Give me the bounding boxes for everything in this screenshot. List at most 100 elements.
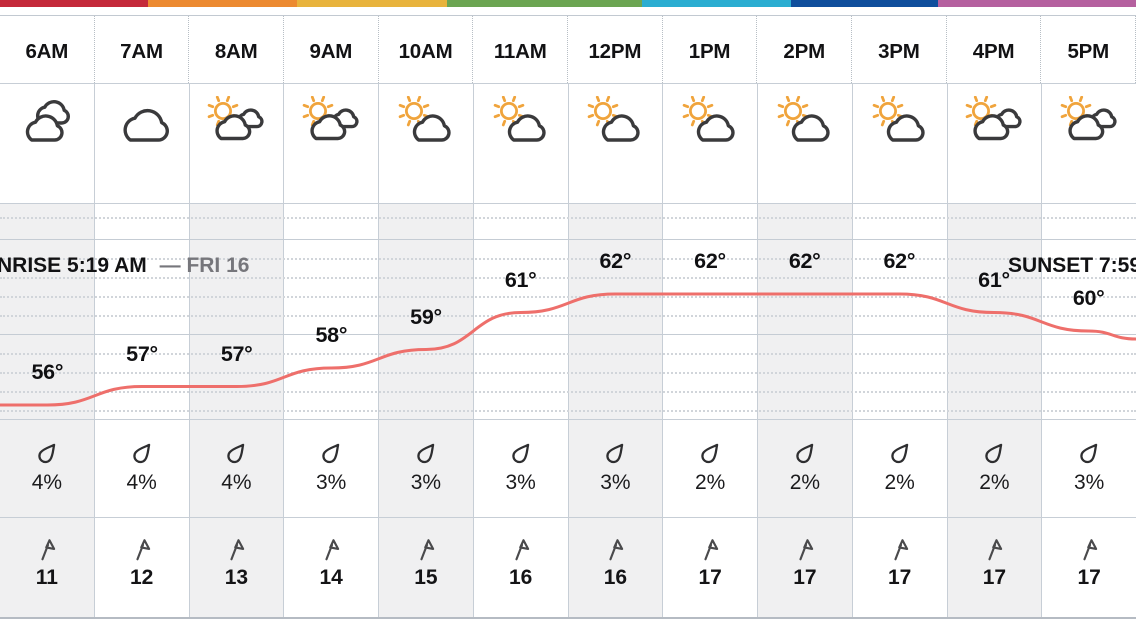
hour-header-2pm[interactable]: 2PM xyxy=(757,16,853,83)
wind-cell-3pm[interactable]: 17 xyxy=(853,518,948,617)
hour-header-7am[interactable]: 7AM xyxy=(95,16,190,83)
hour-header-11am[interactable]: 11AM xyxy=(473,16,569,83)
wind-cell-9am[interactable]: 14 xyxy=(284,518,379,617)
wind-cell-8am[interactable]: 13 xyxy=(189,518,285,617)
sun-behind-clouds-icon xyxy=(1060,96,1117,141)
sunrise-day-label: — FRI 16 xyxy=(159,254,250,277)
precip-cell-12pm[interactable]: 3% xyxy=(568,420,664,517)
precip-cell-4pm[interactable]: 2% xyxy=(947,420,1043,517)
wind-cell-2pm[interactable]: 17 xyxy=(758,518,853,617)
minor-gridline xyxy=(0,372,1136,374)
raindrop-icon xyxy=(322,443,340,464)
wind-cell-5pm[interactable]: 17 xyxy=(1042,518,1136,617)
temp-column-band xyxy=(474,204,569,419)
sunset-time-label: SUNSET 7:59 xyxy=(1007,254,1136,277)
hour-label: 6AM xyxy=(25,39,69,63)
precip-cell-2pm[interactable]: 2% xyxy=(758,420,853,517)
wind-arrow-icon xyxy=(988,539,1003,561)
precip-value: 4% xyxy=(221,471,252,494)
hour-header-6am[interactable]: 6AM xyxy=(0,16,95,83)
precip-cell-5pm[interactable]: 3% xyxy=(1042,420,1136,517)
condition-cell-5pm[interactable] xyxy=(1042,84,1136,203)
hour-header-9am[interactable]: 9AM xyxy=(284,16,379,83)
raindrop-icon xyxy=(417,443,435,464)
precip-cell-9am[interactable]: 3% xyxy=(284,420,379,517)
strip-segment-red xyxy=(0,0,148,7)
wind-speed-value: 17 xyxy=(793,566,817,589)
wind-arrow-icon xyxy=(704,539,719,561)
temp-column-band xyxy=(853,204,948,419)
wind-speed-value: 16 xyxy=(603,566,628,589)
precip-cell-11am[interactable]: 3% xyxy=(474,420,569,517)
sun-behind-clouds-icon xyxy=(966,96,1022,141)
wind-speed-value: 17 xyxy=(698,566,722,589)
wind-speed-value: 12 xyxy=(129,566,154,589)
wind-cell-11am[interactable]: 16 xyxy=(474,518,569,617)
strip-segment-magenta xyxy=(938,0,1136,7)
hour-header-10am[interactable]: 10AM xyxy=(379,16,474,83)
precip-cell-6am[interactable]: 4% xyxy=(0,420,95,517)
sun-behind-cloud-icon xyxy=(682,96,735,142)
minor-gridline xyxy=(0,258,1136,260)
minor-gridline xyxy=(0,391,1136,393)
raindrop-icon xyxy=(796,443,814,464)
hour-header-5pm[interactable]: 5PM xyxy=(1041,16,1136,83)
hour-header-3pm[interactable]: 3PM xyxy=(852,16,947,83)
hour-header-1pm[interactable]: 1PM xyxy=(663,16,758,83)
raindrop-icon xyxy=(227,443,245,464)
raindrop-icon xyxy=(132,443,150,464)
hour-header-row: 6AM 7AM 8AM 9AM 10AM 11AM 12PM 1PM 2PM 3PM 4PM 5PM xyxy=(0,15,1136,83)
sun-behind-cloud-icon xyxy=(588,96,641,142)
precip-cell-7am[interactable]: 4% xyxy=(95,420,190,517)
raindrop-icon xyxy=(890,443,908,464)
hour-header-12pm[interactable]: 12PM xyxy=(568,16,663,83)
minor-gridline xyxy=(0,410,1136,412)
hour-label: 5PM xyxy=(1067,39,1109,63)
precip-value: 3% xyxy=(315,471,347,494)
precip-value: 2% xyxy=(979,471,1010,494)
wind-cell-4pm[interactable]: 17 xyxy=(947,518,1043,617)
wind-speed-value: 11 xyxy=(35,566,58,589)
wind-cell-7am[interactable]: 12 xyxy=(95,518,190,617)
wind-row: 11 12 13 14 15 16 16 17 17 17 17 17 xyxy=(0,517,1136,619)
hour-label: 7AM xyxy=(120,39,163,63)
sun-behind-clouds-icon xyxy=(208,96,264,141)
condition-cell-11am[interactable] xyxy=(474,84,569,203)
precip-value: 3% xyxy=(1073,471,1105,494)
clouds-icon xyxy=(25,99,70,142)
wind-speed-value: 16 xyxy=(508,566,533,589)
minor-gridline xyxy=(0,217,1136,219)
hour-header-8am[interactable]: 8AM xyxy=(189,16,285,83)
precip-cell-1pm[interactable]: 2% xyxy=(663,420,758,517)
condition-cell-8am[interactable] xyxy=(190,84,285,203)
precip-value: 4% xyxy=(126,471,157,494)
wind-cell-12pm[interactable]: 16 xyxy=(568,518,664,617)
hour-label: 4PM xyxy=(972,39,1015,63)
precip-value: 2% xyxy=(694,471,726,494)
condition-cell-12pm[interactable] xyxy=(569,84,664,203)
strip-segment-navy xyxy=(791,0,938,7)
condition-cell-3pm[interactable] xyxy=(853,84,948,203)
raindrop-icon xyxy=(606,443,624,464)
hour-header-4pm[interactable]: 4PM xyxy=(947,16,1042,83)
sun-behind-cloud-icon xyxy=(493,96,546,142)
condition-cell-1pm[interactable] xyxy=(663,84,758,203)
condition-cell-6am[interactable] xyxy=(0,84,95,203)
condition-cell-10am[interactable] xyxy=(379,84,474,203)
temperature-label-7am: 57° xyxy=(126,341,158,366)
sun-behind-cloud-icon xyxy=(398,96,451,142)
precip-cell-10am[interactable]: 3% xyxy=(379,420,474,517)
wind-cell-1pm[interactable]: 17 xyxy=(663,518,758,617)
condition-cell-9am[interactable] xyxy=(284,84,379,203)
temperature-label-12pm: 62° xyxy=(599,249,632,273)
precip-cell-8am[interactable]: 4% xyxy=(189,420,285,517)
condition-cell-2pm[interactable] xyxy=(758,84,853,203)
temperature-chart: 56° 57° 57° 58° 59° 61° 62° 62° 62° 62° 61° 60° xyxy=(0,203,1136,419)
sunset-note: SUNSET 7:59 xyxy=(1008,254,1136,278)
condition-cell-7am[interactable] xyxy=(95,84,190,203)
wind-cell-6am[interactable]: 11 xyxy=(0,518,95,617)
wind-cell-10am[interactable]: 15 xyxy=(379,518,474,617)
precip-cell-3pm[interactable]: 2% xyxy=(853,420,948,517)
condition-cell-4pm[interactable] xyxy=(948,84,1043,203)
